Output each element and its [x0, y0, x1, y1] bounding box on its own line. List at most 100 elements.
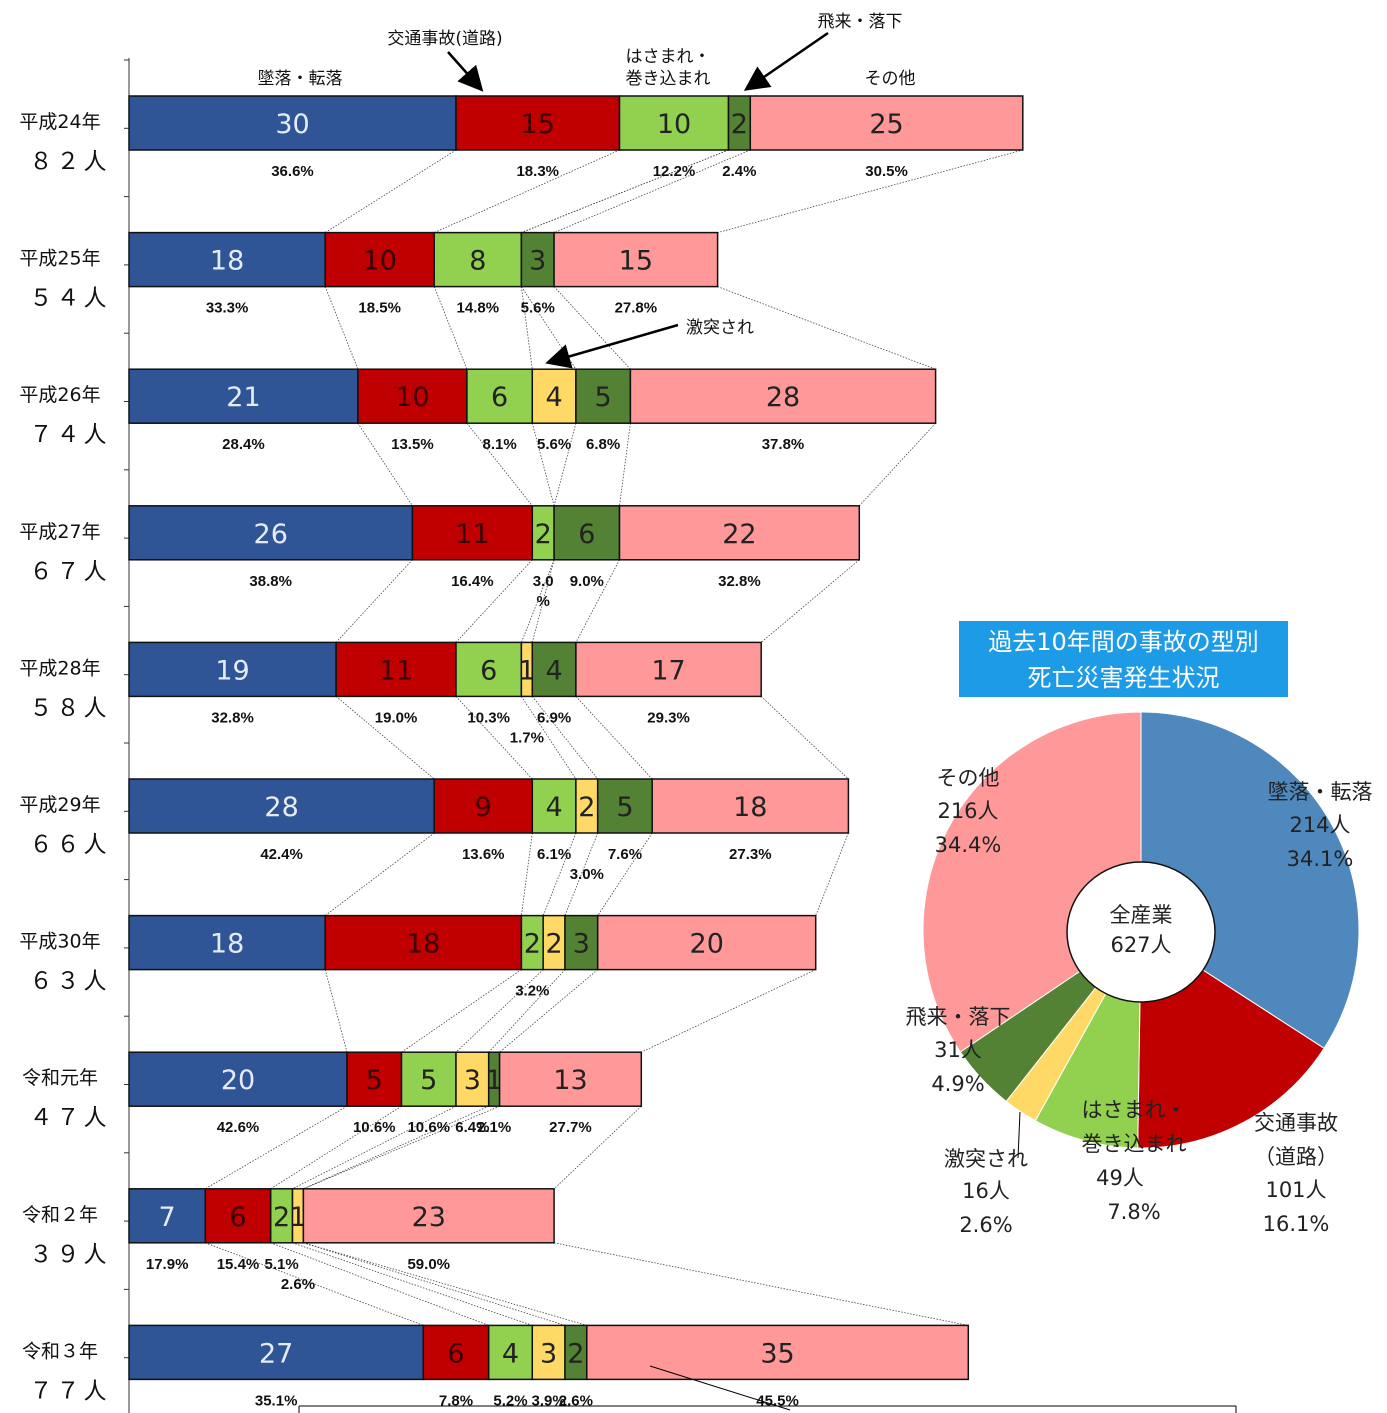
segment-value-label: 22: [722, 519, 756, 550]
percent-label: 45.5%: [756, 1392, 799, 1409]
segment-value-label: 2: [524, 929, 541, 960]
segment-value-label: 3: [573, 929, 590, 960]
year-label: 令和元年: [22, 1067, 98, 1089]
segment-value-label: 17: [651, 655, 685, 686]
total-label: ５８人: [30, 695, 111, 721]
connector-line: [292, 1242, 533, 1326]
pie-label: 激突され: [944, 1147, 1028, 1171]
percent-label: 5.6%: [521, 300, 555, 317]
connector-line: [859, 422, 936, 507]
bar-segment: [629, 368, 937, 424]
percent-label: 7.6%: [608, 846, 642, 863]
segment-value-label: 18: [406, 929, 440, 960]
total-label: ４７人: [30, 1105, 111, 1131]
bar-segment: [749, 95, 1024, 151]
segment-value-label: 28: [766, 382, 800, 413]
segment-value-label: 10: [657, 109, 691, 140]
total-label: ８２人: [30, 149, 111, 175]
segment-value-label: 20: [221, 1065, 255, 1096]
percent-label: 13.5%: [391, 436, 434, 453]
percent-label: 3.2%: [515, 983, 549, 1000]
pie-label: 2.6%: [959, 1213, 1012, 1237]
percent-label: 32.8%: [718, 573, 761, 590]
total-label: ７７人: [30, 1378, 111, 1404]
percent-label: 1.7%: [510, 729, 544, 746]
percent-label: 42.4%: [260, 846, 303, 863]
pie-label: 101人: [1265, 1178, 1326, 1202]
connector-line: [324, 969, 348, 1053]
connector-line: [531, 423, 555, 506]
year-label: 平成25年: [19, 248, 100, 270]
year-label: 平成26年: [19, 384, 100, 406]
segment-value-label: 35: [760, 1338, 794, 1369]
year-label: 平成30年: [19, 931, 100, 953]
bar-segment: [596, 914, 817, 971]
percent-label: 27.8%: [615, 300, 658, 317]
connector-line: [575, 559, 620, 643]
segment-value-label: 2: [578, 792, 595, 823]
percent-label: 10.3%: [467, 709, 510, 726]
connector-line: [499, 969, 598, 1053]
segment-value-label: 3: [529, 246, 546, 277]
percent-label: 17.9%: [146, 1256, 189, 1273]
pie-label: 16.1%: [1263, 1212, 1330, 1236]
segment-value-label: 1: [486, 1065, 503, 1096]
bar-segment: [531, 778, 577, 834]
bar-segment: [128, 368, 359, 424]
category-label-struck: 激突され: [686, 318, 754, 338]
bar-segment: [531, 368, 577, 424]
bar-segment: [553, 231, 719, 288]
segment-value-label: 6: [229, 1202, 246, 1233]
percent-label: 2.6%: [559, 1392, 593, 1409]
percent-label: 33.3%: [206, 300, 249, 317]
percent-label: 3.0: [533, 573, 554, 590]
percent-label: 12.2%: [653, 163, 696, 180]
percent-label: 38.8%: [249, 573, 292, 590]
connector-line: [324, 286, 359, 370]
category-label-caught-line1: はさまれ・: [626, 47, 711, 67]
connector-line: [521, 832, 533, 916]
segment-value-label: 11: [379, 655, 413, 686]
segment-value-label: 20: [690, 929, 724, 960]
percent-label: 8.1%: [482, 436, 516, 453]
percent-label: 27.7%: [549, 1119, 592, 1136]
percent-label: 18.3%: [516, 163, 559, 180]
percent-label: 6.8%: [586, 436, 620, 453]
year-label: 令和３年: [22, 1340, 98, 1362]
segment-value-label: 4: [546, 655, 563, 686]
segment-value-label: 13: [553, 1065, 587, 1096]
percent-label: 32.8%: [211, 709, 254, 726]
percent-label: 16.4%: [451, 573, 494, 590]
bar-segment: [586, 1324, 970, 1381]
segment-value-label: 3: [464, 1065, 481, 1096]
percent-label: 2.4%: [722, 163, 756, 180]
connector-line: [641, 969, 816, 1053]
connector-line: [303, 1242, 587, 1326]
segment-value-label: 21: [226, 382, 260, 413]
bar-segment: [335, 641, 457, 698]
bar-segment: [302, 1188, 555, 1244]
category-label-fall: 墜落・転落: [258, 69, 343, 89]
segment-value-label: 4: [502, 1338, 519, 1369]
connector-line: [554, 1242, 969, 1326]
bar-segment: [422, 1324, 490, 1381]
percent-label: 18.5%: [358, 300, 401, 317]
segment-value-label: 25: [869, 109, 903, 140]
segment-value-label: 11: [455, 519, 489, 550]
pie-title-line1: 過去10年間の事故の型別: [988, 628, 1259, 656]
bar-segment: [204, 1188, 272, 1244]
percent-label: 15.4%: [217, 1256, 260, 1273]
pie-label: 巻き込まれ: [1082, 1132, 1187, 1156]
segment-value-label: 2: [535, 519, 552, 550]
connector-line: [455, 696, 533, 780]
segment-value-label: 6: [447, 1338, 464, 1369]
percent-label: 3.9%: [532, 1392, 566, 1409]
percent-label: 6.1%: [537, 846, 571, 863]
percent-label: 59.0%: [407, 1256, 450, 1273]
percent-label: 36.6%: [271, 163, 314, 180]
bar-segment: [487, 1324, 534, 1381]
connector-line: [488, 969, 566, 1053]
segment-value-label: 8: [469, 246, 486, 277]
category-label-other: その他: [865, 69, 916, 89]
